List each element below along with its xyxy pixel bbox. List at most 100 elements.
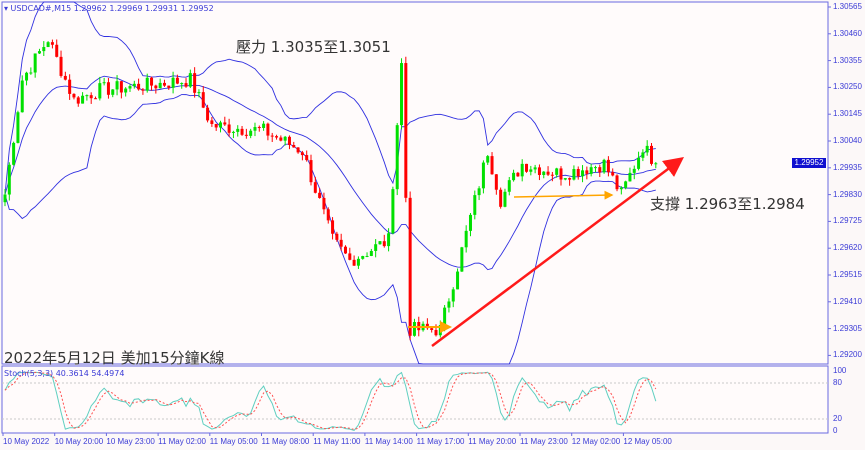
time-label: 12 May 05:00 bbox=[623, 437, 672, 446]
bull-candle bbox=[641, 152, 645, 158]
bull-candle bbox=[451, 289, 455, 302]
bollinger-upper-band bbox=[4, 1, 656, 195]
bull-candle bbox=[236, 128, 240, 132]
time-label: 11 May 08:00 bbox=[261, 437, 310, 446]
bull-candle bbox=[374, 244, 378, 251]
bull-candle bbox=[581, 170, 585, 177]
bull-candle bbox=[25, 72, 29, 81]
bull-candle bbox=[503, 191, 507, 207]
bull-candle bbox=[654, 163, 658, 165]
price-tick: 1.30460 bbox=[833, 28, 862, 38]
price-tick: 1.30565 bbox=[833, 2, 862, 11]
bear-candle bbox=[154, 85, 158, 89]
bull-candle bbox=[589, 167, 593, 174]
bull-candle bbox=[507, 180, 511, 192]
time-label: 11 May 05:00 bbox=[209, 437, 258, 446]
bull-candle bbox=[33, 53, 37, 73]
bear-candle bbox=[559, 168, 563, 180]
bear-candle bbox=[162, 82, 166, 86]
bear-candle bbox=[494, 174, 498, 190]
bear-candle bbox=[193, 73, 197, 93]
bull-candle bbox=[533, 167, 537, 170]
bear-candle bbox=[525, 163, 529, 172]
bull-candle bbox=[460, 247, 464, 272]
support-annotation: 支撐 1.2963至1.2984 bbox=[650, 195, 805, 213]
bear-candle bbox=[576, 169, 580, 177]
bull-candle bbox=[391, 189, 395, 234]
bear-candle bbox=[408, 197, 412, 336]
main-panel bbox=[1, 1, 829, 365]
bull-candle bbox=[85, 95, 89, 97]
bull-candle bbox=[102, 82, 106, 84]
time-label: 11 May 17:00 bbox=[416, 437, 465, 446]
bull-candle bbox=[512, 172, 516, 181]
bear-candle bbox=[206, 107, 210, 121]
bear-candle bbox=[167, 85, 171, 88]
bull-candle bbox=[262, 123, 266, 128]
time-label: 11 May 11:00 bbox=[313, 437, 361, 446]
bear-candle bbox=[141, 89, 145, 91]
bear-candle bbox=[240, 128, 244, 135]
bear-candle bbox=[335, 233, 339, 240]
price-tick: 1.29200 bbox=[833, 350, 862, 360]
stoch-signal-line bbox=[4, 371, 657, 430]
bear-candle bbox=[611, 172, 615, 176]
bear-candle bbox=[499, 189, 503, 207]
bear-candle bbox=[287, 136, 291, 145]
bull-candle bbox=[115, 81, 119, 90]
bear-candle bbox=[382, 241, 386, 247]
bear-candle bbox=[650, 145, 653, 164]
bear-candle bbox=[72, 93, 76, 98]
bull-candle bbox=[602, 159, 606, 173]
price-tick: 1.30355 bbox=[833, 55, 862, 65]
bear-candle bbox=[339, 239, 343, 247]
bull-candle bbox=[477, 188, 481, 196]
bear-candle bbox=[331, 220, 335, 234]
bull-candle bbox=[145, 77, 149, 91]
time-label: 10 May 20:00 bbox=[54, 437, 104, 446]
stoch-main-line bbox=[4, 371, 657, 432]
bull-candle bbox=[124, 88, 128, 93]
bull-candle bbox=[20, 80, 24, 113]
bear-candle bbox=[94, 98, 98, 100]
bear-candle bbox=[546, 171, 550, 175]
bull-candle bbox=[81, 95, 85, 104]
time-label: 11 May 20:00 bbox=[468, 437, 517, 446]
bear-candle bbox=[318, 192, 322, 198]
bear-candle bbox=[279, 137, 283, 141]
bear-candle bbox=[184, 83, 188, 87]
bear-candle bbox=[313, 182, 317, 193]
bear-candle bbox=[292, 144, 296, 148]
bear-candle bbox=[326, 209, 330, 221]
bull-candle bbox=[473, 195, 477, 215]
bull-candle bbox=[29, 72, 33, 74]
bear-candle bbox=[490, 156, 494, 175]
bear-candle bbox=[425, 323, 429, 329]
bull-candle bbox=[387, 233, 391, 247]
current-price-label: 1.29952 bbox=[792, 158, 826, 169]
time-label: 11 May 14:00 bbox=[364, 437, 413, 446]
bull-candle bbox=[128, 86, 132, 89]
bull-candle bbox=[98, 83, 102, 99]
bear-candle bbox=[68, 79, 72, 94]
bull-candle bbox=[593, 167, 597, 169]
bollinger-middle-band bbox=[4, 75, 656, 271]
price-tick: 1.29515 bbox=[833, 270, 862, 279]
price-tick: 1.30250 bbox=[833, 82, 862, 92]
bear-candle bbox=[227, 124, 231, 133]
bear-candle bbox=[257, 127, 261, 129]
bear-candle bbox=[76, 97, 80, 104]
bull-candle bbox=[219, 122, 222, 128]
bear-candle bbox=[516, 172, 520, 177]
stoch-tick: 20 bbox=[833, 414, 842, 423]
bear-candle bbox=[598, 167, 602, 173]
bull-candle bbox=[628, 172, 632, 182]
time-label: 10 May 2022 bbox=[3, 437, 50, 446]
bull-candle bbox=[395, 125, 399, 190]
bull-candle bbox=[369, 250, 373, 256]
bear-candle bbox=[210, 120, 214, 124]
bear-candle bbox=[430, 328, 434, 330]
bear-candle bbox=[585, 170, 589, 174]
